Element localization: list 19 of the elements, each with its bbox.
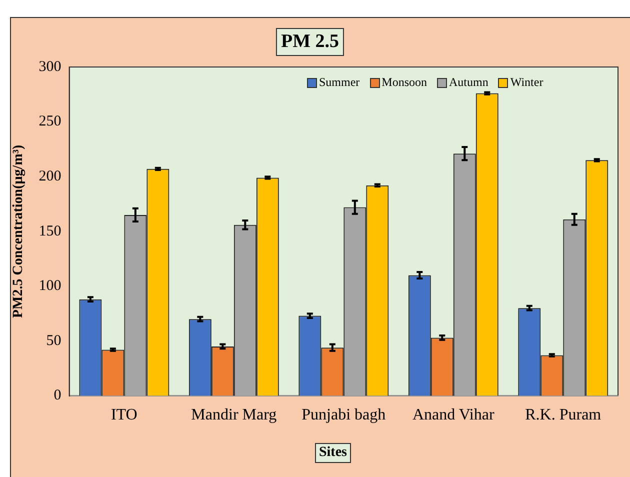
y-tick-label: 300 (38, 58, 62, 75)
y-tick-label: 0 (54, 388, 62, 404)
x-tick-label: R.K. Puram (525, 406, 602, 424)
y-tick-label: 250 (38, 114, 62, 130)
x-tick-label: Punjabi bagh (302, 406, 386, 424)
legend-label: Autumn (449, 75, 488, 90)
x-tick-label: Anand Vihar (412, 406, 495, 424)
x-axis-title: Sites (315, 443, 351, 463)
y-tick-label: 100 (38, 278, 62, 294)
chart-title: PM 2.5 (276, 28, 344, 56)
y-tick-label: 150 (38, 223, 62, 240)
legend-label: Monsoon (382, 75, 428, 90)
y-axis-title: PM2.5 Concentration(µg/m³) (11, 144, 26, 318)
y-tick-label: 200 (38, 168, 62, 185)
y-tick-label: 50 (46, 332, 62, 349)
x-tick-label: Mandir Marg (191, 406, 277, 424)
legend-label: Winter (510, 75, 544, 90)
legend-label: Summer (319, 75, 360, 90)
x-tick-label: ITO (110, 406, 138, 424)
